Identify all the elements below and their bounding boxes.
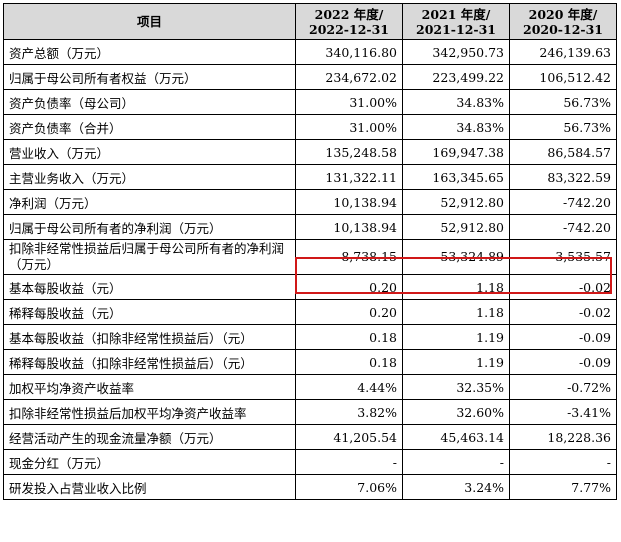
row-value: - — [295, 449, 403, 475]
row-value: 53,324.89 — [402, 239, 510, 275]
table-row: 扣除非经常性损益后归属于母公司所有者的净利润（万元） 8,738.15 53,324… — [3, 239, 617, 275]
row-value: 0.18 — [295, 349, 403, 375]
row-value: -742.20 — [509, 214, 617, 240]
row-value: 10,138.94 — [295, 189, 403, 215]
table-row: 研发投入占营业收入比例 7.06% 3.24% 7.77% — [3, 474, 617, 500]
row-value: 0.20 — [295, 274, 403, 300]
table-row: 资产总额（万元） 340,116.80 342,950.73 246,139.63 — [3, 39, 617, 65]
row-label: 扣除非经常性损益后加权平均净资产收益率 — [3, 399, 296, 425]
row-value: 56.73% — [509, 89, 617, 115]
table-row: 加权平均净资产收益率 4.44% 32.35% -0.72% — [3, 374, 617, 400]
table-row: 基本每股收益（元） 0.20 1.18 -0.02 — [3, 274, 617, 300]
row-label: 经营活动产生的现金流量净额（万元） — [3, 424, 296, 450]
row-value: 1.18 — [402, 299, 510, 325]
row-label: 基本每股收益（扣除非经常性损益后）（元） — [3, 324, 296, 350]
row-label: 研发投入占营业收入比例 — [3, 474, 296, 500]
row-value: 342,950.73 — [402, 39, 510, 65]
row-label: 资产总额（万元） — [3, 39, 296, 65]
row-value: 0.18 — [295, 324, 403, 350]
header-row: 项目 2022 年度/2022-12-31 2021 年度/2021-12-31… — [3, 3, 617, 40]
row-label: 资产负债率（母公司） — [3, 89, 296, 115]
row-value: -3.41% — [509, 399, 617, 425]
table-row: 营业收入（万元） 135,248.58 169,947.38 86,584.57 — [3, 139, 617, 165]
row-value: 4.44% — [295, 374, 403, 400]
row-value: 1.19 — [402, 324, 510, 350]
header-2022: 2022 年度/2022-12-31 — [295, 3, 403, 40]
header-2021: 2021 年度/2021-12-31 — [402, 3, 510, 40]
row-value: 86,584.57 — [509, 139, 617, 165]
table-row: 经营活动产生的现金流量净额（万元） 41,205.54 45,463.14 18,22… — [3, 424, 617, 450]
row-value: 31.00% — [295, 89, 403, 115]
row-value: 45,463.14 — [402, 424, 510, 450]
row-label: 扣除非经常性损益后归属于母公司所有者的净利润（万元） — [3, 239, 296, 275]
row-value: 52,912.80 — [402, 214, 510, 240]
row-value: 246,139.63 — [509, 39, 617, 65]
row-value: 18,228.36 — [509, 424, 617, 450]
row-value: -742.20 — [509, 189, 617, 215]
table-row: 归属于母公司所有者的净利润（万元） 10,138.94 52,912.80 -742.… — [3, 214, 617, 240]
row-label: 基本每股收益（元） — [3, 274, 296, 300]
row-value: 106,512.42 — [509, 64, 617, 90]
row-value: 1.19 — [402, 349, 510, 375]
row-value: - — [402, 449, 510, 475]
row-value: 31.00% — [295, 114, 403, 140]
financial-table: 项目 2022 年度/2022-12-31 2021 年度/2021-12-31… — [3, 3, 617, 500]
row-value: 32.35% — [402, 374, 510, 400]
row-label: 稀释每股收益（元） — [3, 299, 296, 325]
row-value: 41,205.54 — [295, 424, 403, 450]
row-label: 加权平均净资产收益率 — [3, 374, 296, 400]
table-row: 资产负债率（合并） 31.00% 34.83% 56.73% — [3, 114, 617, 140]
row-label: 归属于母公司所有者权益（万元） — [3, 64, 296, 90]
row-value: -0.09 — [509, 349, 617, 375]
row-value: 163,345.65 — [402, 164, 510, 190]
row-value: 34.83% — [402, 89, 510, 115]
row-value: -0.72% — [509, 374, 617, 400]
row-value: 169,947.38 — [402, 139, 510, 165]
table-row: 扣除非经常性损益后加权平均净资产收益率 3.82% 32.60% -3.41% — [3, 399, 617, 425]
table-row: 稀释每股收益（元） 0.20 1.18 -0.02 — [3, 299, 617, 325]
row-value: -0.09 — [509, 324, 617, 350]
row-value: 52,912.80 — [402, 189, 510, 215]
table-row: 稀释每股收益（扣除非经常性损益后）（元） 0.18 1.19 -0.09 — [3, 349, 617, 375]
row-value: 8,738.15 — [295, 239, 403, 275]
row-value: 3.82% — [295, 399, 403, 425]
row-value: 1.18 — [402, 274, 510, 300]
header-2020: 2020 年度/2020-12-31 — [509, 3, 617, 40]
row-value: -0.02 — [509, 299, 617, 325]
row-label: 营业收入（万元） — [3, 139, 296, 165]
table-row: 归属于母公司所有者权益（万元） 234,672.02 223,499.22 106,5… — [3, 64, 617, 90]
row-value: 34.83% — [402, 114, 510, 140]
table-row: 资产负债率（母公司） 31.00% 34.83% 56.73% — [3, 89, 617, 115]
table-row: 主营业务收入（万元） 131,322.11 163,345.65 83,322.59 — [3, 164, 617, 190]
row-value: 32.60% — [402, 399, 510, 425]
row-value: -0.02 — [509, 274, 617, 300]
row-label: 净利润（万元） — [3, 189, 296, 215]
row-value: 7.06% — [295, 474, 403, 500]
row-value: - — [509, 449, 617, 475]
table-row: 基本每股收益（扣除非经常性损益后）（元） 0.18 1.19 -0.09 — [3, 324, 617, 350]
row-value: 83,322.59 — [509, 164, 617, 190]
row-value: 56.73% — [509, 114, 617, 140]
row-value: 340,116.80 — [295, 39, 403, 65]
row-value: -3,535.57 — [509, 239, 617, 275]
table-row: 现金分红（万元） - - - — [3, 449, 617, 475]
row-value: 131,322.11 — [295, 164, 403, 190]
row-value: 135,248.58 — [295, 139, 403, 165]
row-value: 0.20 — [295, 299, 403, 325]
table-row: 净利润（万元） 10,138.94 52,912.80 -742.20 — [3, 189, 617, 215]
row-label: 稀释每股收益（扣除非经常性损益后）（元） — [3, 349, 296, 375]
row-value: 234,672.02 — [295, 64, 403, 90]
row-value: 3.24% — [402, 474, 510, 500]
row-label: 主营业务收入（万元） — [3, 164, 296, 190]
header-item: 项目 — [3, 3, 296, 40]
row-value: 7.77% — [509, 474, 617, 500]
row-value: 223,499.22 — [402, 64, 510, 90]
row-value: 10,138.94 — [295, 214, 403, 240]
row-label: 资产负债率（合并） — [3, 114, 296, 140]
row-label: 现金分红（万元） — [3, 449, 296, 475]
row-label: 归属于母公司所有者的净利润（万元） — [3, 214, 296, 240]
